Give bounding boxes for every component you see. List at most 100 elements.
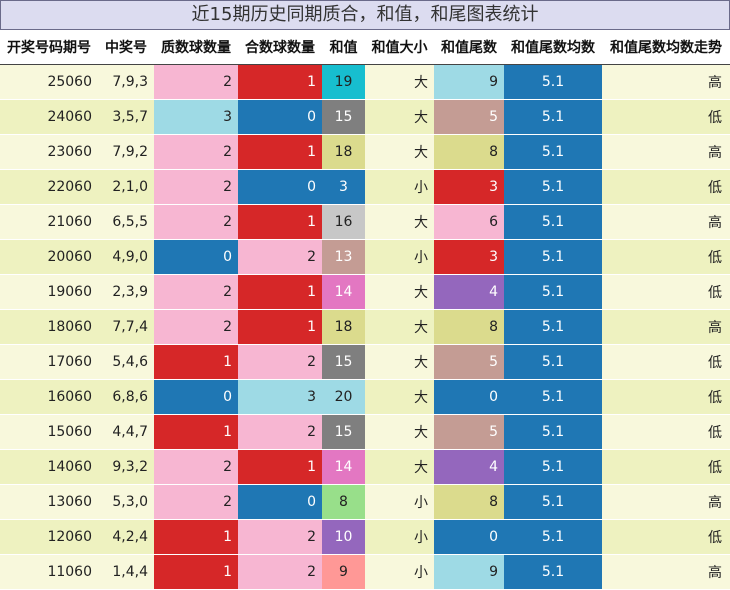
tail-average-cell: 5.1 — [504, 169, 602, 205]
prime-count-cell: 0 — [154, 239, 238, 275]
prime-count-cell: 2 — [154, 169, 238, 205]
table-row: 18060 7,7,4 2 1 18 大 8 5.1 高 — [0, 309, 730, 345]
col-header-tail-average: 和值尾数均数 — [504, 30, 602, 65]
issue-cell: 22060 — [0, 169, 98, 205]
composite-count-cell: 1 — [238, 64, 322, 100]
numbers-cell: 6,8,6 — [98, 379, 154, 415]
prime-count-cell: 1 — [154, 414, 238, 450]
col-header-prime-count: 质数球数量 — [154, 30, 238, 65]
issue-cell: 15060 — [0, 414, 98, 450]
tail-average-cell: 5.1 — [504, 484, 602, 520]
sum-cell: 14 — [322, 274, 365, 310]
numbers-cell: 1,4,4 — [98, 554, 154, 590]
col-header-sum-tail: 和值尾数 — [434, 30, 504, 65]
issue-cell: 18060 — [0, 309, 98, 345]
sum-size-cell: 大 — [365, 344, 434, 380]
prime-count-cell: 1 — [154, 554, 238, 590]
issue-cell: 25060 — [0, 64, 98, 100]
issue-cell: 12060 — [0, 519, 98, 555]
tail-average-cell: 5.1 — [504, 519, 602, 555]
table-row: 24060 3,5,7 3 0 15 大 5 5.1 低 — [0, 99, 730, 135]
prime-count-cell: 2 — [154, 484, 238, 520]
composite-count-cell: 1 — [238, 204, 322, 240]
sum-tail-cell: 9 — [434, 554, 504, 590]
sum-size-cell: 大 — [365, 274, 434, 310]
col-header-issue: 开奖号码期号 — [0, 30, 98, 65]
tail-trend-cell: 高 — [602, 64, 730, 100]
tail-average-cell: 5.1 — [504, 344, 602, 380]
tail-average-cell: 5.1 — [504, 239, 602, 275]
sum-cell: 18 — [322, 134, 365, 170]
tail-average-cell: 5.1 — [504, 134, 602, 170]
sum-size-cell: 小 — [365, 239, 434, 275]
composite-count-cell: 2 — [238, 519, 322, 555]
numbers-cell: 7,7,4 — [98, 309, 154, 345]
table-row: 22060 2,1,0 2 0 3 小 3 5.1 低 — [0, 169, 730, 205]
issue-cell: 20060 — [0, 239, 98, 275]
sum-cell: 15 — [322, 414, 365, 450]
tail-trend-cell: 低 — [602, 414, 730, 450]
numbers-cell: 7,9,3 — [98, 64, 154, 100]
prime-count-cell: 2 — [154, 309, 238, 345]
composite-count-cell: 2 — [238, 344, 322, 380]
table-row: 25060 7,9,3 2 1 19 大 9 5.1 高 — [0, 64, 730, 100]
composite-count-cell: 1 — [238, 274, 322, 310]
prime-count-cell: 2 — [154, 204, 238, 240]
sum-cell: 10 — [322, 519, 365, 555]
table-row: 12060 4,2,4 1 2 10 小 0 5.1 低 — [0, 519, 730, 555]
prime-count-cell: 2 — [154, 274, 238, 310]
sum-tail-cell: 8 — [434, 134, 504, 170]
numbers-cell: 5,4,6 — [98, 344, 154, 380]
sum-size-cell: 大 — [365, 64, 434, 100]
issue-cell: 24060 — [0, 99, 98, 135]
header-row: 开奖号码期号 中奖号 质数球数量 合数球数量 和值 和值大小 和值尾数 和值尾数… — [0, 30, 730, 65]
sum-tail-cell: 5 — [434, 99, 504, 135]
stats-table: 开奖号码期号 中奖号 质数球数量 合数球数量 和值 和值大小 和值尾数 和值尾数… — [0, 30, 730, 590]
issue-cell: 14060 — [0, 449, 98, 485]
col-header-sum: 和值 — [322, 30, 365, 65]
numbers-cell: 2,1,0 — [98, 169, 154, 205]
composite-count-cell: 0 — [238, 99, 322, 135]
composite-count-cell: 3 — [238, 379, 322, 415]
prime-count-cell: 0 — [154, 379, 238, 415]
numbers-cell: 4,4,7 — [98, 414, 154, 450]
sum-tail-cell: 0 — [434, 379, 504, 415]
sum-cell: 14 — [322, 449, 365, 485]
table-row: 20060 4,9,0 0 2 13 小 3 5.1 低 — [0, 239, 730, 275]
tail-average-cell: 5.1 — [504, 64, 602, 100]
numbers-cell: 6,5,5 — [98, 204, 154, 240]
tail-trend-cell: 低 — [602, 379, 730, 415]
tail-average-cell: 5.1 — [504, 554, 602, 590]
tail-trend-cell: 低 — [602, 274, 730, 310]
sum-cell: 18 — [322, 309, 365, 345]
col-header-composite-count: 合数球数量 — [238, 30, 322, 65]
sum-tail-cell: 5 — [434, 344, 504, 380]
sum-cell: 15 — [322, 99, 365, 135]
sum-tail-cell: 0 — [434, 519, 504, 555]
composite-count-cell: 1 — [238, 449, 322, 485]
numbers-cell: 5,3,0 — [98, 484, 154, 520]
tail-average-cell: 5.1 — [504, 309, 602, 345]
prime-count-cell: 1 — [154, 519, 238, 555]
sum-size-cell: 大 — [365, 379, 434, 415]
sum-size-cell: 小 — [365, 484, 434, 520]
sum-size-cell: 小 — [365, 519, 434, 555]
sum-size-cell: 大 — [365, 414, 434, 450]
sum-cell: 16 — [322, 204, 365, 240]
numbers-cell: 4,2,4 — [98, 519, 154, 555]
prime-count-cell: 3 — [154, 99, 238, 135]
tail-trend-cell: 低 — [602, 519, 730, 555]
tail-trend-cell: 高 — [602, 134, 730, 170]
tail-trend-cell: 低 — [602, 99, 730, 135]
col-header-tail-trend: 和值尾数均数走势 — [602, 30, 730, 65]
tail-trend-cell: 高 — [602, 554, 730, 590]
tail-average-cell: 5.1 — [504, 99, 602, 135]
tail-average-cell: 5.1 — [504, 379, 602, 415]
tail-trend-cell: 高 — [602, 204, 730, 240]
composite-count-cell: 0 — [238, 169, 322, 205]
sum-tail-cell: 5 — [434, 414, 504, 450]
sum-cell: 15 — [322, 344, 365, 380]
sum-tail-cell: 8 — [434, 484, 504, 520]
sum-tail-cell: 8 — [434, 309, 504, 345]
tail-trend-cell: 低 — [602, 344, 730, 380]
